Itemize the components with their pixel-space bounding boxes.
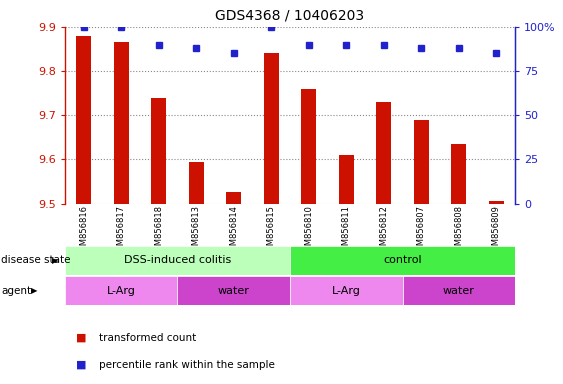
Text: transformed count: transformed count (99, 333, 196, 343)
Bar (65, 246, 290, 275)
Text: L-Arg: L-Arg (106, 286, 136, 296)
Text: ▶: ▶ (52, 256, 59, 265)
Bar (177, 276, 290, 305)
Text: percentile rank within the sample: percentile rank within the sample (99, 360, 274, 370)
Text: disease state: disease state (1, 255, 70, 265)
Bar (452, 144, 466, 204)
Bar (414, 120, 429, 204)
Bar (189, 162, 204, 204)
Bar (226, 192, 241, 204)
Bar (301, 89, 316, 204)
Bar (151, 98, 166, 204)
Title: GDS4368 / 10406203: GDS4368 / 10406203 (216, 9, 364, 23)
Bar (290, 246, 515, 275)
Bar (403, 276, 515, 305)
Bar (339, 155, 354, 204)
Text: DSS-induced colitis: DSS-induced colitis (124, 255, 231, 265)
Text: agent: agent (1, 286, 32, 296)
Bar (76, 36, 91, 204)
Bar (114, 42, 128, 204)
Bar (290, 276, 403, 305)
Text: ▶: ▶ (31, 286, 38, 295)
Text: water: water (218, 286, 249, 296)
Text: ■: ■ (76, 333, 87, 343)
Bar (376, 102, 391, 204)
Bar (65, 276, 177, 305)
Text: ■: ■ (76, 360, 87, 370)
Text: control: control (383, 255, 422, 265)
Text: water: water (443, 286, 475, 296)
Text: L-Arg: L-Arg (332, 286, 361, 296)
Bar (489, 201, 504, 204)
Bar (263, 53, 279, 204)
